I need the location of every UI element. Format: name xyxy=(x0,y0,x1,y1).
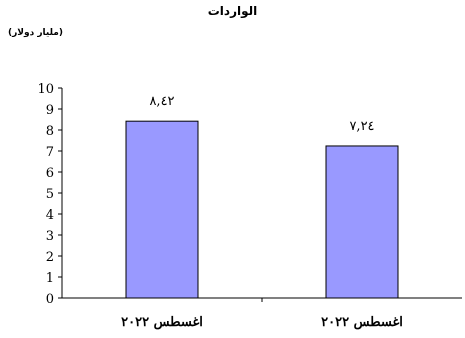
y-tick-label: 4 xyxy=(46,208,54,223)
data-labels: ٨,٤٢ ٧,٢٤ xyxy=(149,94,374,134)
y-tick-label: 8 xyxy=(46,124,54,139)
data-label: ٧,٢٤ xyxy=(349,119,374,134)
bars xyxy=(125,120,399,299)
category-label: اغسطس ٢٠٢٢ xyxy=(121,315,203,330)
category-label: اغسطس ٢٠٢٢ xyxy=(321,315,403,330)
y-tick-label: 5 xyxy=(46,187,54,202)
y-tick-label: 2 xyxy=(46,250,54,265)
y-tick-label: 0 xyxy=(46,292,54,307)
x-axis-categories: اغسطس ٢٠٢٢ اغسطس ٢٠٢٢ xyxy=(121,315,403,330)
axes xyxy=(61,88,462,302)
bar xyxy=(125,120,199,299)
y-tick-label: 6 xyxy=(46,166,54,181)
chart-unit-label: (مليار دولار) xyxy=(8,28,63,38)
y-tick-label: 1 xyxy=(46,271,54,286)
y-tick-label: 3 xyxy=(46,229,54,244)
y-axis-ticks: 0 1 2 3 4 5 6 7 8 9 10 xyxy=(37,82,62,307)
y-tick-label: 9 xyxy=(46,103,54,118)
chart-title: الواردات xyxy=(207,4,258,18)
y-tick-label: 10 xyxy=(37,82,54,97)
bar xyxy=(325,145,399,299)
data-label: ٨,٤٢ xyxy=(149,94,174,109)
y-tick-label: 7 xyxy=(46,145,54,160)
